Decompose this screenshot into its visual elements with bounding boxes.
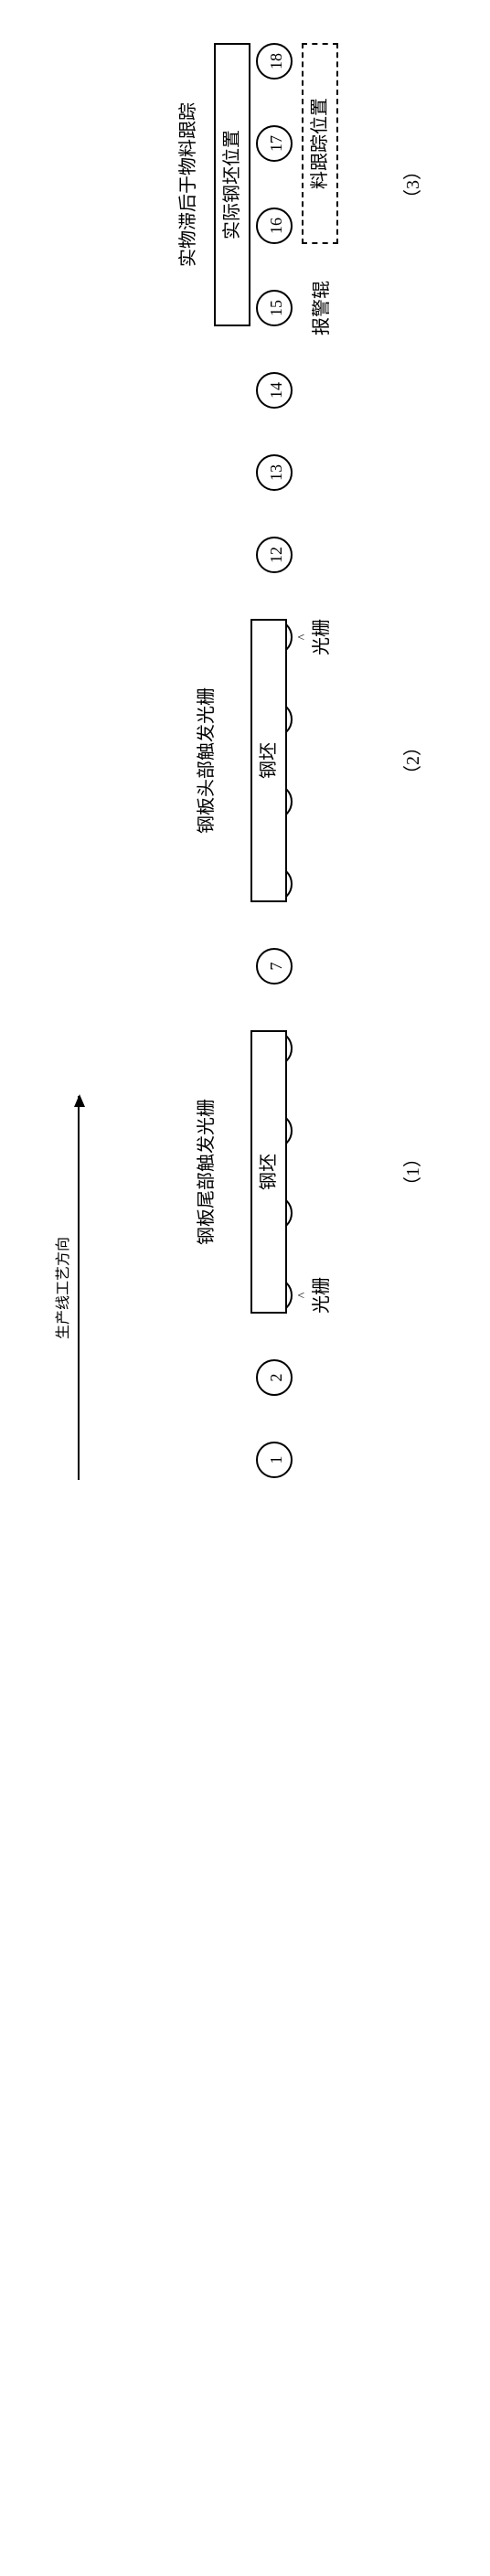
panel-number: （1） (402, 1149, 424, 1195)
light-label: 光栅 (311, 1277, 333, 1314)
light-label: 光栅 (311, 619, 333, 655)
roller: 16 (256, 208, 293, 244)
roller: 2 (256, 1359, 293, 1396)
track-position-box: 料跟踪位置 (302, 43, 338, 244)
slab-box: 钢坯 (250, 1030, 287, 1314)
slab-box: 钢坯 (250, 619, 287, 902)
alarm-label: 报警辊 (311, 281, 333, 335)
roller: 15 (256, 290, 293, 326)
roller: 18 (256, 43, 293, 80)
roller: 7 (256, 948, 293, 985)
roller: 17 (256, 125, 293, 162)
roller-track: 1234567891011121314151617181920212223242… (256, 1080, 457, 1496)
direction-label: 生产线工艺方向 (55, 1237, 72, 1339)
panel-title: 实物滞后于物料跟踪 (177, 102, 199, 267)
panel-number: （2） (402, 738, 424, 783)
panel-title: 钢板尾部触发光栅 (196, 1099, 218, 1245)
roller: 1 (256, 1442, 293, 1478)
roller: 14 (256, 372, 293, 409)
direction-indicator: 生产线工艺方向 (55, 1096, 80, 1480)
light-caret-icon: ^ (296, 634, 312, 641)
light-caret-icon: ^ (296, 1293, 312, 1299)
actual-slab-box: 实际钢坯位置 (214, 43, 250, 326)
arrow-icon (78, 1096, 80, 1480)
panel-title: 钢板头部触发光栅 (196, 687, 218, 834)
roller: 12 (256, 537, 293, 573)
panel-number: （3） (402, 162, 424, 208)
roller: 13 (256, 454, 293, 491)
